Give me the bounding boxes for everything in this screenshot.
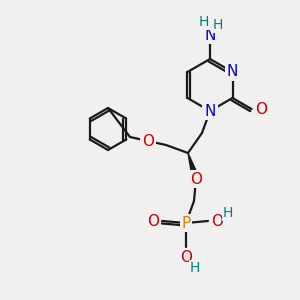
Text: H: H	[190, 261, 200, 275]
Text: H: H	[223, 206, 233, 220]
Text: O: O	[256, 101, 268, 116]
Text: H: H	[199, 15, 209, 29]
Text: O: O	[142, 134, 154, 148]
Text: O: O	[180, 250, 192, 265]
Text: O: O	[211, 214, 223, 229]
Text: H: H	[213, 18, 223, 32]
Text: N: N	[204, 103, 216, 118]
Text: P: P	[182, 215, 190, 230]
Text: N: N	[227, 64, 238, 80]
Polygon shape	[188, 153, 199, 180]
Text: O: O	[147, 214, 159, 229]
Text: N: N	[204, 28, 216, 43]
Text: O: O	[190, 172, 202, 187]
